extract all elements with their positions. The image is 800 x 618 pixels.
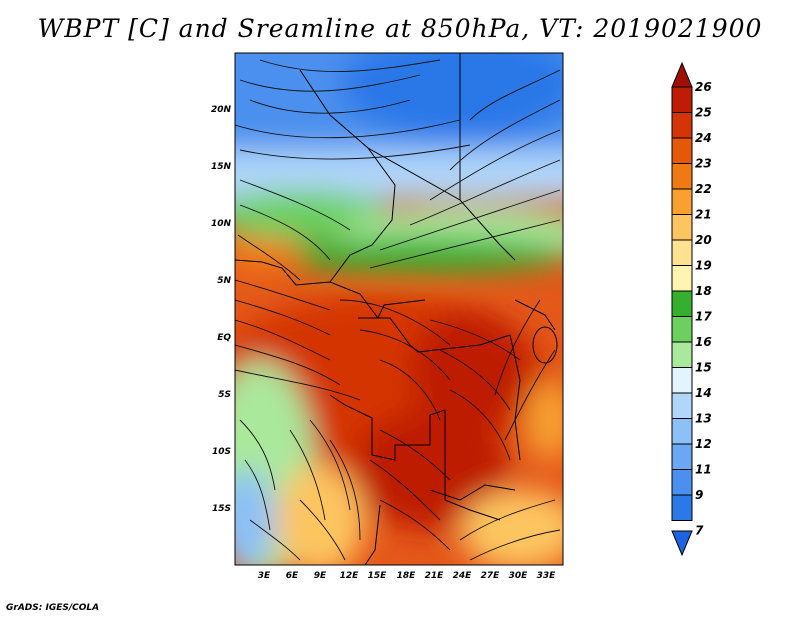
colorbar-label: 7 (695, 524, 704, 538)
lat-label: 5N (217, 276, 231, 286)
lon-label: 6E (286, 571, 299, 581)
lon-label: 27E (481, 571, 501, 581)
colorbar-segment (671, 214, 693, 241)
lat-label: 15N (211, 162, 232, 172)
lat-axis: 20N 15N 10N 5N EQ 5S 10S 15S (211, 105, 232, 514)
colorbar-segment (671, 265, 693, 292)
lon-axis: 3E 6E 9E 12E 15E 18E 21E 24E 27E 30E 33E (258, 571, 556, 581)
colorbar: 26 25 24 23 22 21 20 19 18 17 16 15 14 1… (671, 61, 712, 557)
colorbar-segment (671, 137, 693, 164)
lon-label: 21E (425, 571, 445, 581)
lon-label: 12E (340, 571, 360, 581)
lon-label: 15E (368, 571, 388, 581)
colorbar-label: 16 (695, 335, 712, 349)
colorbar-label: 15 (695, 361, 712, 375)
colorbar-label: 11 (695, 463, 712, 477)
colorbar-segment (671, 443, 693, 470)
lat-label: 10N (211, 219, 232, 229)
streamlines (235, 59, 561, 561)
lon-label: 30E (509, 571, 529, 581)
lon-label: 9E (314, 571, 327, 581)
lon-label: 3E (258, 571, 271, 581)
colorbar-label: 21 (695, 208, 712, 222)
lon-label: 33E (537, 571, 557, 581)
chart-title: WBPT [C] and Sreamline at 850hPa, VT: 20… (37, 14, 763, 43)
colorbar-label: 22 (695, 182, 712, 196)
lat-label: 15S (212, 504, 231, 514)
colorbar-segment (671, 188, 693, 215)
colorbar-label: 18 (695, 284, 712, 298)
lat-label: 5S (218, 390, 231, 400)
colorbar-label: 13 (695, 412, 712, 426)
colorbar-label: 17 (695, 310, 712, 324)
lat-label: EQ (217, 333, 231, 343)
colorbar-segment (671, 163, 693, 190)
credit-text: GrADS: IGES/COLA (6, 603, 100, 613)
country-borders (235, 53, 558, 565)
wbpt-field (235, 53, 563, 565)
colorbar-segment (671, 316, 693, 343)
colorbar-segment (671, 367, 693, 394)
colorbar-segment (671, 112, 693, 139)
lat-label: 20N (211, 105, 232, 115)
colorbar-label: 23 (695, 157, 712, 171)
colorbar-label: 25 (695, 106, 712, 120)
map-panel (235, 53, 563, 565)
colorbar-label: 9 (695, 488, 703, 502)
colorbar-segment (671, 239, 693, 266)
colorbar-segment (671, 86, 693, 113)
colorbar-bottom-cap (671, 530, 693, 557)
lon-label: 24E (453, 571, 473, 581)
colorbar-segment (671, 469, 693, 496)
colorbar-segment (671, 494, 693, 521)
colorbar-label: 26 (695, 80, 712, 94)
colorbar-segment (671, 290, 693, 317)
colorbar-label: 24 (695, 131, 712, 145)
colorbar-label: 20 (695, 233, 712, 247)
lat-label: 10S (212, 447, 231, 457)
colorbar-label: 14 (695, 386, 712, 400)
colorbar-segment (671, 392, 693, 419)
colorbar-label: 12 (695, 437, 712, 451)
colorbar-segment (671, 341, 693, 368)
lon-label: 18E (397, 571, 417, 581)
map-frame (234, 52, 564, 566)
colorbar-segment (671, 418, 693, 445)
colorbar-label: 19 (695, 259, 712, 273)
colorbar-top-cap (671, 61, 693, 88)
